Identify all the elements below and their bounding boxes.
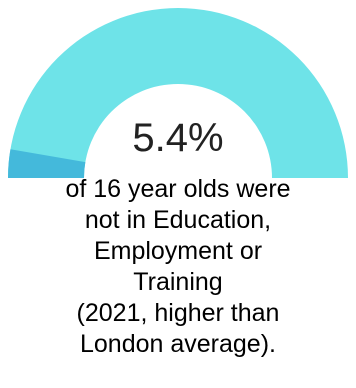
caption-line: of 16 year olds were <box>65 175 291 203</box>
caption-line: (2021, higher than <box>76 299 280 327</box>
caption-line: Employment or <box>93 237 263 265</box>
caption-line: not in Education, <box>84 206 272 234</box>
gauge-caption: of 16 year olds were not in Education, E… <box>0 174 356 360</box>
gauge-fill <box>8 149 86 178</box>
gauge-svg: 5.4% <box>8 8 348 178</box>
caption-line: Training <box>133 268 223 296</box>
caption-line: London average). <box>80 330 276 358</box>
gauge-value-label: 5.4% <box>132 116 223 160</box>
gauge-track <box>8 8 348 178</box>
gauge-chart: 5.4% <box>0 0 356 180</box>
